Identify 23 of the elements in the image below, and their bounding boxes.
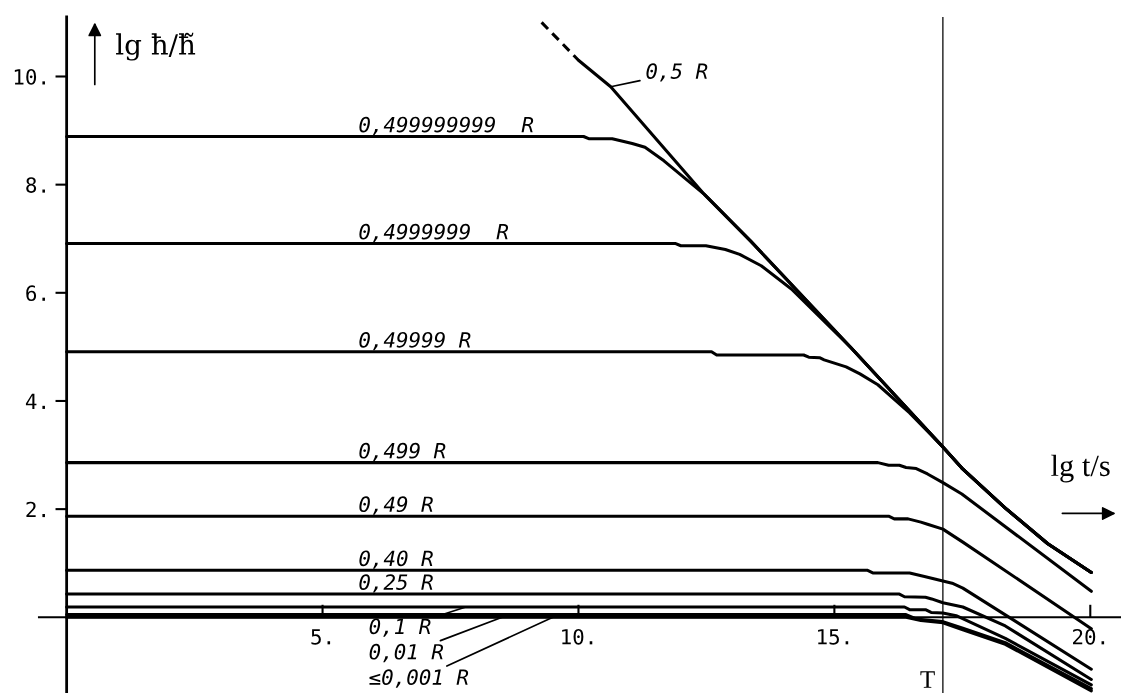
ref-line-label: T: [920, 671, 935, 688]
y-tick-label: 4.: [25, 393, 45, 409]
series-label: 0,25 R: [359, 574, 433, 593]
series-label: 0,49999 R: [359, 331, 471, 351]
annotation: ≤0,001 R: [369, 669, 469, 688]
series-label: 0,499 R: [359, 442, 446, 462]
series-label: 0,40 R: [359, 550, 433, 569]
annotation: 0,01 R: [369, 643, 444, 663]
y-tick-label: 10.: [14, 69, 45, 85]
annotation: 0,1 R: [369, 618, 431, 637]
x-tick-label: 10.: [562, 628, 593, 645]
y-tick-label: 6.: [26, 285, 45, 302]
x-tick-label: 5.: [311, 629, 331, 645]
x-tick-label: 15.: [818, 629, 849, 645]
y-tick-label: 8.: [26, 177, 45, 193]
x-axis-title: lg t/s: [1051, 454, 1110, 483]
x-tick-label: 20.: [1073, 628, 1105, 645]
series-label: 0,49 R: [359, 496, 433, 515]
y-axis-title: lg ħ/ħ̃: [116, 32, 196, 61]
series-label: 0,499999999 R: [359, 116, 534, 136]
annotation: 0,5 R: [646, 63, 708, 82]
y-tick-label: 2.: [26, 501, 45, 518]
series-label: 0,4999999 R: [359, 223, 509, 243]
